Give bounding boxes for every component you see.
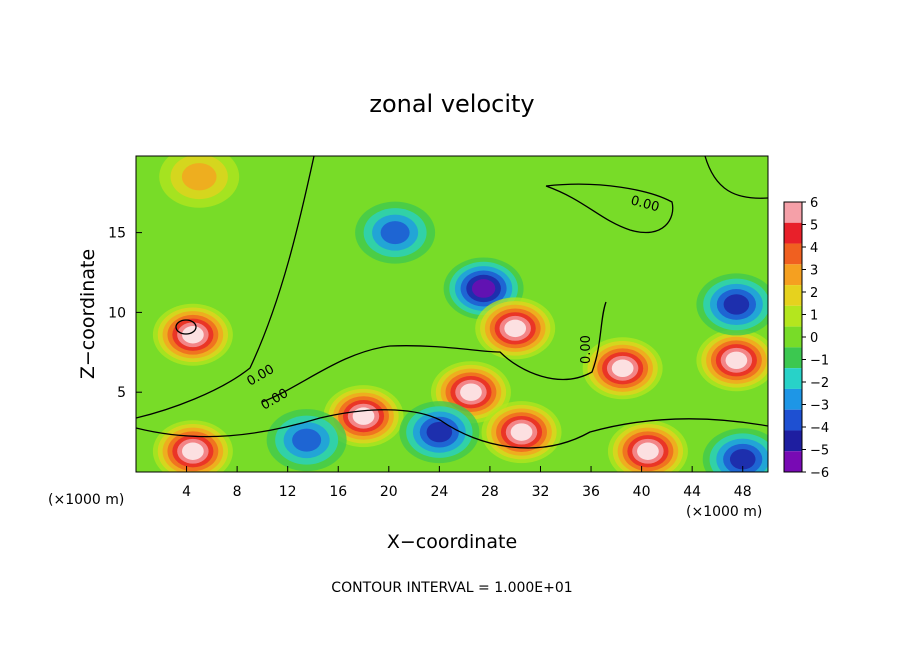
field-feature-4-level-7 bbox=[504, 319, 527, 338]
x-tick-label-40: 40 bbox=[633, 484, 651, 500]
zero-contour-middle bbox=[261, 301, 607, 403]
x-tick-label-16: 16 bbox=[329, 484, 347, 500]
y-axis: 5 10 15 bbox=[108, 226, 142, 401]
colorbar-tick-label-12: −6 bbox=[810, 466, 829, 481]
y-tick-label-15: 15 bbox=[108, 226, 126, 242]
colorbar-tick-label-10: −4 bbox=[810, 421, 829, 436]
chart-title: zonal velocity bbox=[369, 90, 534, 118]
colorbar: 6 5 4 3 2 1 0 −1 −2 −3 −4 −5 −6 bbox=[783, 196, 829, 481]
x-tick-label-24: 24 bbox=[430, 484, 448, 500]
x-tick-label-28: 28 bbox=[481, 484, 499, 500]
colorbar-tick-label-3: 3 bbox=[810, 264, 818, 279]
y-tick-label-5: 5 bbox=[117, 385, 126, 401]
x-unit-label-right: (×1000 m) bbox=[686, 504, 762, 520]
zero-contour-closed-small bbox=[175, 319, 197, 335]
x-axis-label: X−coordinate bbox=[387, 531, 517, 553]
field-feature-0-level-7 bbox=[182, 326, 204, 344]
field-feature-12-level-7 bbox=[182, 442, 204, 460]
colorbar-swatch-4 bbox=[784, 285, 802, 306]
colorbar-swatch-0 bbox=[784, 202, 802, 223]
field-feature-14-level-4 bbox=[292, 428, 322, 452]
colorbar-swatch-3 bbox=[784, 264, 802, 286]
x-tick-label-8: 8 bbox=[233, 484, 242, 500]
colorbar-swatch-10 bbox=[784, 409, 802, 431]
colorbar-tick-label-6: 0 bbox=[810, 331, 818, 346]
colorbar-tick-label-4: 2 bbox=[810, 286, 818, 301]
colorbar-swatch-6 bbox=[784, 326, 802, 348]
x-tick-label-44: 44 bbox=[683, 484, 701, 500]
field-feature-5-level-7 bbox=[611, 359, 634, 377]
zero-contour-upper-right bbox=[545, 183, 674, 233]
field-feature-6-level-7 bbox=[725, 351, 748, 369]
colorbar-swatch-12 bbox=[784, 451, 802, 472]
colorbar-swatch-8 bbox=[784, 368, 802, 389]
zero-contour-lines bbox=[136, 156, 768, 449]
colorbar-tick-label-0: 6 bbox=[810, 196, 818, 211]
colorbar-swatch-7 bbox=[784, 347, 802, 369]
x-tick-label-36: 36 bbox=[582, 484, 600, 500]
colorbar-swatch-11 bbox=[784, 430, 802, 452]
zero-contour-upper-left bbox=[136, 156, 315, 419]
colorbar-tick-label-7: −1 bbox=[810, 354, 829, 369]
field-feature-1-level-3 bbox=[181, 163, 217, 191]
x-tick-label-12: 12 bbox=[279, 484, 297, 500]
plot-frame bbox=[135, 155, 769, 473]
zero-contour-lower bbox=[136, 409, 768, 449]
colorbar-tick-label-1: 5 bbox=[810, 219, 818, 234]
x-tick-label-4: 4 bbox=[182, 484, 191, 500]
x-unit-label-left: (×1000 m) bbox=[48, 492, 124, 508]
colorbar-swatch-5 bbox=[784, 305, 802, 327]
contour-label-1: 0.00 bbox=[629, 193, 661, 215]
field-feature-11-level-5 bbox=[426, 421, 453, 443]
colorbar-tick-label-2: 4 bbox=[810, 241, 818, 256]
colorbar-tick-label-5: 1 bbox=[810, 309, 818, 324]
y-axis-label: Z−coordinate bbox=[77, 249, 99, 379]
x-tick-label-32: 32 bbox=[532, 484, 550, 500]
field-blobs bbox=[152, 156, 768, 472]
x-tick-label-48: 48 bbox=[734, 484, 752, 500]
field-feature-13-level-7 bbox=[637, 442, 659, 460]
heatmap-area bbox=[136, 156, 768, 472]
field-feature-8-level-7 bbox=[460, 383, 482, 401]
field-feature-3-level-6 bbox=[471, 279, 496, 298]
x-tick-label-20: 20 bbox=[380, 484, 398, 500]
colorbar-swatch-1 bbox=[784, 222, 802, 244]
x-axis: 4 8 12 16 20 24 28 32 36 40 44 48 bbox=[182, 466, 752, 500]
zero-contour-right-edge bbox=[704, 156, 768, 199]
field-feature-2-level-4 bbox=[380, 221, 410, 245]
y-tick-label-10: 10 bbox=[108, 305, 126, 321]
colorbar-swatch-9 bbox=[784, 388, 802, 410]
colorbar-swatch-2 bbox=[784, 243, 802, 265]
contour-interval-footer: CONTOUR INTERVAL = 1.000E+01 bbox=[331, 580, 572, 596]
field-feature-10-level-7 bbox=[510, 423, 533, 441]
contour-label-4: 0.00 bbox=[579, 335, 594, 364]
field-feature-7-level-5 bbox=[723, 294, 750, 315]
field-feature-15-level-5 bbox=[729, 449, 756, 470]
colorbar-tick-label-9: −3 bbox=[810, 399, 829, 414]
colorbar-tick-label-11: −5 bbox=[810, 444, 829, 459]
colorbar-tick-label-8: −2 bbox=[810, 376, 829, 391]
